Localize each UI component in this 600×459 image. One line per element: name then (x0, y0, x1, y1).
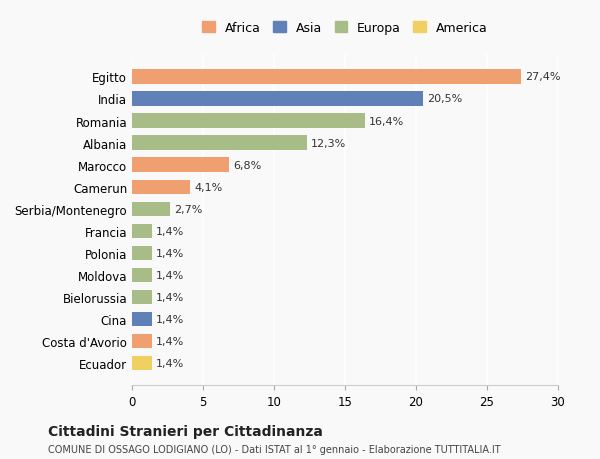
Text: 1,4%: 1,4% (156, 358, 184, 369)
Bar (132, 334, 152, 348)
Text: 27,4%: 27,4% (526, 72, 561, 82)
Text: COMUNE DI OSSAGO LODIGIANO (LO) - Dati ISTAT al 1° gennaio - Elaborazione TUTTIT: COMUNE DI OSSAGO LODIGIANO (LO) - Dati I… (48, 444, 500, 454)
Bar (132, 158, 229, 173)
Bar (132, 356, 152, 370)
Text: 1,4%: 1,4% (156, 226, 184, 236)
Bar (132, 180, 190, 195)
Text: 1,4%: 1,4% (156, 248, 184, 258)
Text: 1,4%: 1,4% (156, 292, 184, 302)
Legend: Africa, Asia, Europa, America: Africa, Asia, Europa, America (199, 18, 491, 39)
Text: 1,4%: 1,4% (156, 270, 184, 280)
Bar (132, 224, 152, 239)
Text: 6,8%: 6,8% (233, 160, 261, 170)
Text: 1,4%: 1,4% (156, 314, 184, 325)
Bar (132, 202, 170, 217)
Bar (132, 114, 365, 129)
Text: 2,7%: 2,7% (175, 204, 203, 214)
Bar (132, 70, 521, 84)
Bar (132, 290, 152, 304)
Text: Cittadini Stranieri per Cittadinanza: Cittadini Stranieri per Cittadinanza (48, 425, 323, 438)
Bar (132, 246, 152, 261)
Text: 16,4%: 16,4% (369, 116, 404, 126)
Bar (132, 92, 423, 106)
Bar (132, 312, 152, 326)
Text: 1,4%: 1,4% (156, 336, 184, 347)
Text: 20,5%: 20,5% (427, 94, 463, 104)
Bar (132, 268, 152, 282)
Text: 4,1%: 4,1% (194, 182, 223, 192)
Bar (132, 136, 307, 151)
Text: 12,3%: 12,3% (311, 138, 346, 148)
